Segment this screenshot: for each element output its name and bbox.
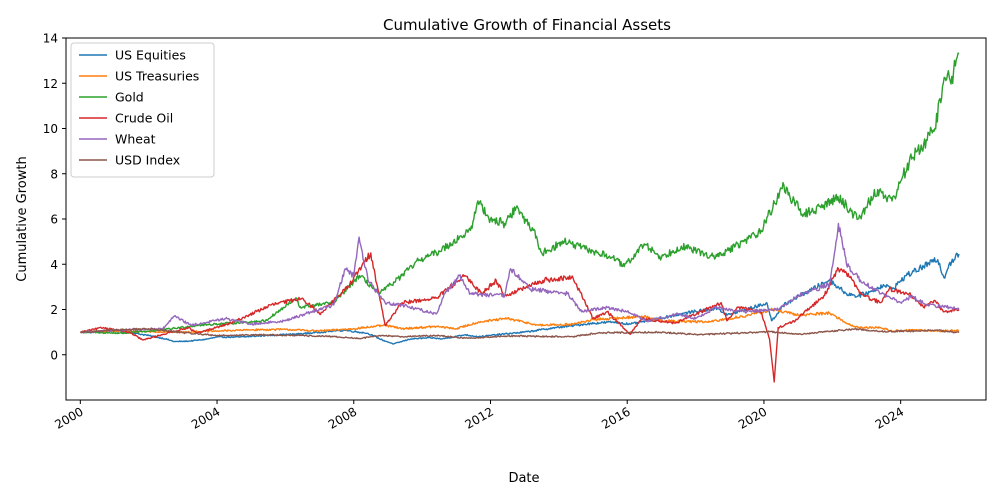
series-line-wheat [80,222,960,334]
y-tick-label: 8 [50,167,58,181]
series-line-crude-oil [80,252,960,383]
series-line-us-treasuries [80,307,960,334]
chart-title: Cumulative Growth of Financial Assets [383,16,671,34]
y-tick-label: 10 [43,122,58,136]
series-layer [80,52,960,383]
y-tick-label: 14 [43,32,58,46]
y-axis-title: Cumulative Growth [15,156,30,281]
legend-label: Crude Oil [115,111,173,126]
y-axis: 0 2 4 6 8 10 12 14 [43,32,66,362]
y-tick-label: 2 [50,303,58,317]
legend-label: Gold [115,90,144,105]
series-line-usd-index [80,327,960,340]
legend-label: Wheat [115,132,156,147]
y-tick-label: 6 [50,213,58,227]
legend-label: USD Index [115,153,180,168]
y-tick-label: 12 [43,77,58,91]
y-tick-label: 4 [50,258,58,272]
y-tick-label: 0 [50,348,58,362]
legend-label: US Treasuries [115,69,199,84]
legend: US Equities US Treasuries Gold Crude Oil Whe… [70,42,215,178]
legend-label: US Equities [115,48,186,63]
x-axis-title: Date [508,471,539,486]
series-line-gold [80,52,960,335]
